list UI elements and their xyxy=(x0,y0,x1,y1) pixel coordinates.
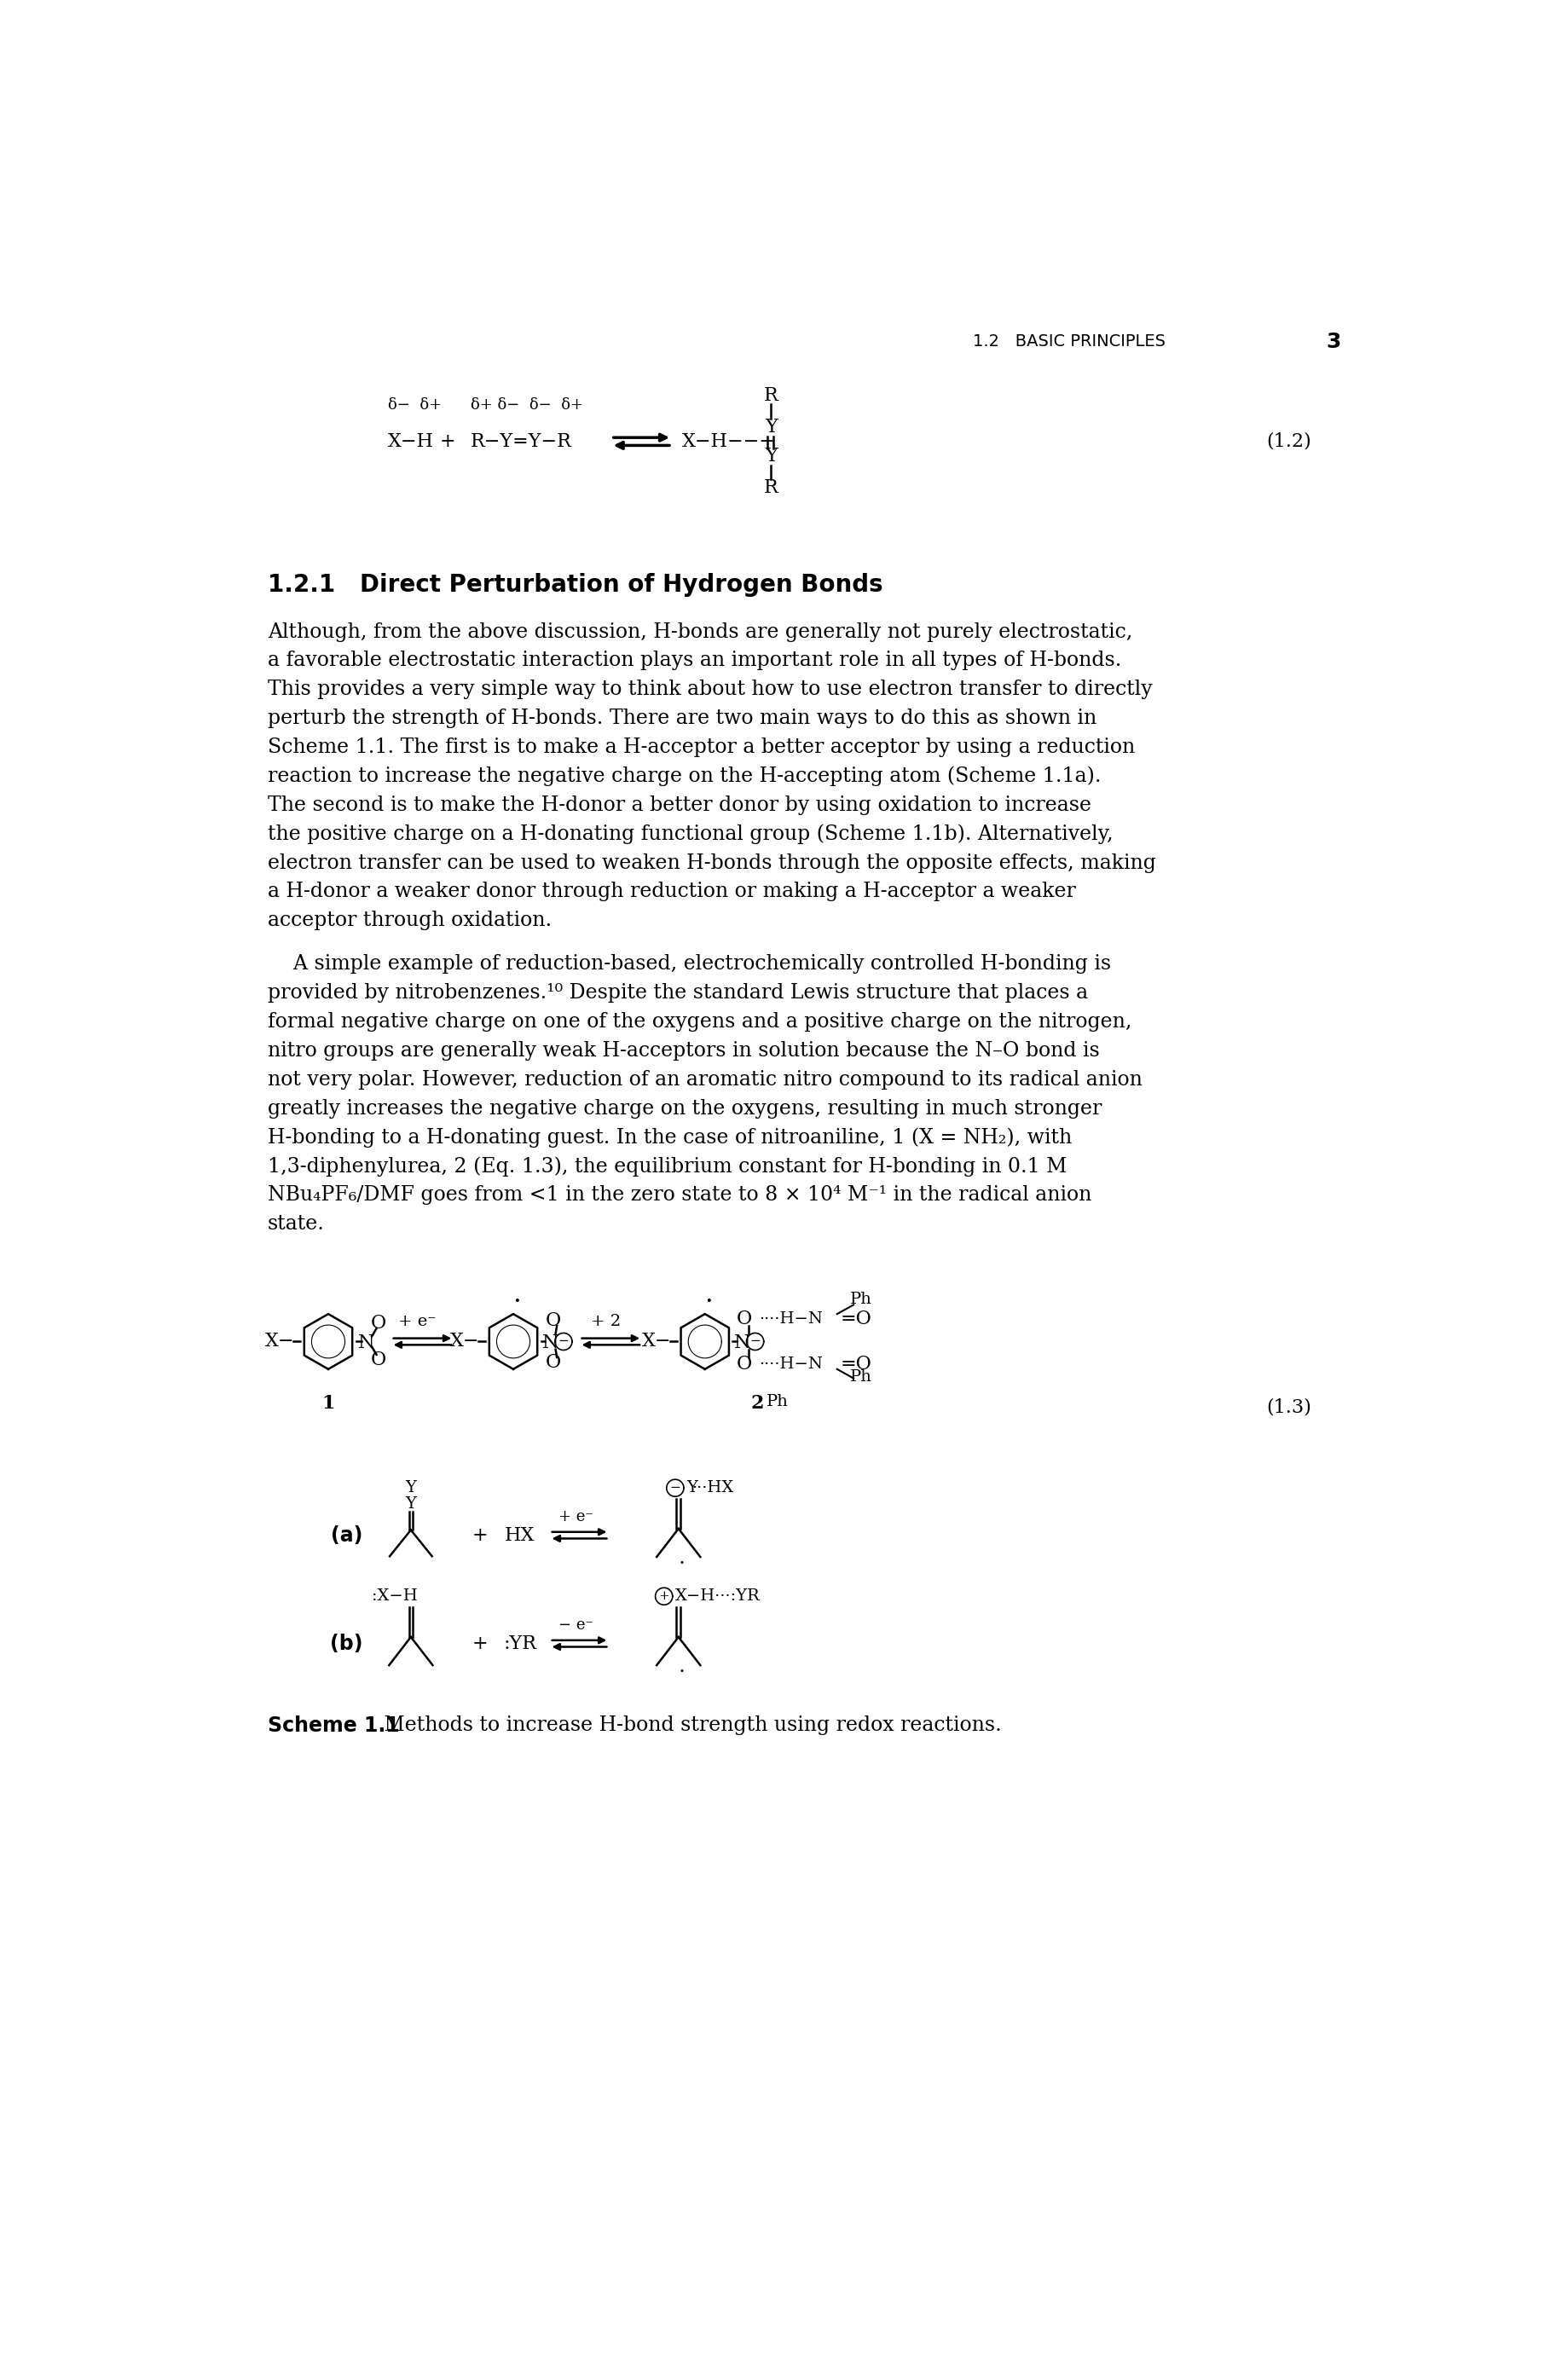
Text: (1.2): (1.2) xyxy=(1265,433,1311,452)
Text: A simple example of reduction-based, electrochemically controlled H-bonding is: A simple example of reduction-based, ele… xyxy=(267,953,1110,975)
Text: 1,3-diphenylurea, 2 (Eq. 1.3), the equilibrium constant for H-bonding in 0.1 M: 1,3-diphenylurea, 2 (Eq. 1.3), the equil… xyxy=(267,1157,1066,1176)
Text: X−: X− xyxy=(450,1332,480,1351)
Text: (a): (a) xyxy=(331,1526,362,1545)
Text: O: O xyxy=(370,1313,386,1332)
Text: +: + xyxy=(659,1590,670,1602)
Text: a favorable electrostatic interaction plays an important role in all types of H-: a favorable electrostatic interaction pl… xyxy=(267,651,1121,670)
Text: the positive charge on a H-donating functional group (Scheme 1.1b). Alternativel: the positive charge on a H-donating func… xyxy=(267,823,1112,845)
Text: O: O xyxy=(737,1353,753,1372)
Text: +: + xyxy=(472,1635,488,1654)
Text: X−H−−−: X−H−−− xyxy=(682,433,775,452)
Text: The second is to make the H-donor a better donor by using oxidation to increase: The second is to make the H-donor a bett… xyxy=(267,795,1090,814)
Text: −: − xyxy=(558,1334,569,1349)
Text: R: R xyxy=(764,386,778,405)
Text: O: O xyxy=(370,1351,386,1370)
Text: N: N xyxy=(734,1334,750,1353)
Text: perturb the strength of H-bonds. There are two main ways to do this as shown in: perturb the strength of H-bonds. There a… xyxy=(267,710,1096,729)
Text: (1.3): (1.3) xyxy=(1265,1398,1311,1417)
Text: N: N xyxy=(358,1334,375,1353)
Text: Y: Y xyxy=(405,1495,416,1512)
Text: 3: 3 xyxy=(1325,331,1341,353)
Text: X−H···:YR: X−H···:YR xyxy=(674,1588,760,1604)
Text: 1.2.1   Direct Perturbation of Hydrogen Bonds: 1.2.1 Direct Perturbation of Hydrogen Bo… xyxy=(267,573,883,596)
Text: reaction to increase the negative charge on the H-accepting atom (Scheme 1.1a).: reaction to increase the negative charge… xyxy=(267,767,1101,786)
Text: HX: HX xyxy=(505,1526,535,1545)
Text: O: O xyxy=(544,1353,560,1372)
Text: Y: Y xyxy=(405,1481,416,1495)
Text: ·: · xyxy=(513,1289,521,1315)
Text: =O: =O xyxy=(840,1353,872,1372)
Text: − e⁻: − e⁻ xyxy=(558,1618,593,1633)
Text: Y: Y xyxy=(764,447,776,466)
Text: nitro groups are generally weak H-acceptors in solution because the N–O bond is: nitro groups are generally weak H-accept… xyxy=(267,1041,1099,1060)
Text: ·: · xyxy=(704,1289,712,1315)
Text: ···HX: ···HX xyxy=(691,1481,734,1495)
Text: state.: state. xyxy=(267,1214,325,1233)
Text: +: + xyxy=(472,1526,488,1545)
Text: −: − xyxy=(670,1481,681,1493)
Text: :X−H: :X−H xyxy=(372,1588,417,1604)
Text: δ−  δ+: δ− δ+ xyxy=(387,397,441,414)
Text: 1: 1 xyxy=(321,1394,334,1413)
Text: =O: =O xyxy=(840,1311,872,1330)
Text: :YR: :YR xyxy=(503,1635,536,1654)
Text: N: N xyxy=(541,1334,558,1353)
Text: Although, from the above discussion, H-bonds are generally not purely electrosta: Although, from the above discussion, H-b… xyxy=(267,622,1132,641)
Text: ····H−N: ····H−N xyxy=(759,1356,823,1372)
Text: O: O xyxy=(737,1311,753,1330)
Text: This provides a very simple way to think about how to use electron transfer to d: This provides a very simple way to think… xyxy=(267,679,1151,700)
Text: 1.2   BASIC PRINCIPLES: 1.2 BASIC PRINCIPLES xyxy=(972,334,1165,350)
Text: formal negative charge on one of the oxygens and a positive charge on the nitrog: formal negative charge on one of the oxy… xyxy=(267,1013,1131,1032)
Text: Methods to increase H-bond strength using redox reactions.: Methods to increase H-bond strength usin… xyxy=(365,1715,1002,1734)
Text: X−: X− xyxy=(641,1332,671,1351)
Text: δ+ δ−  δ−  δ+: δ+ δ− δ− δ+ xyxy=(470,397,583,414)
Text: R: R xyxy=(764,478,778,497)
Text: Y: Y xyxy=(687,1481,698,1495)
Text: −: − xyxy=(750,1334,760,1349)
Text: ·: · xyxy=(677,1663,685,1682)
Text: a H-donor a weaker donor through reduction or making a H-acceptor a weaker: a H-donor a weaker donor through reducti… xyxy=(267,883,1076,901)
Text: acceptor through oxidation.: acceptor through oxidation. xyxy=(267,911,552,930)
Text: 2: 2 xyxy=(751,1394,764,1413)
Text: X−: X− xyxy=(265,1332,295,1351)
Text: Scheme 1.1. The first is to make a H-acceptor a better acceptor by using a reduc: Scheme 1.1. The first is to make a H-acc… xyxy=(267,738,1134,757)
Text: X−H: X−H xyxy=(387,433,433,452)
Text: greatly increases the negative charge on the oxygens, resulting in much stronger: greatly increases the negative charge on… xyxy=(267,1098,1101,1119)
Text: (b): (b) xyxy=(331,1633,362,1654)
Text: ·: · xyxy=(677,1554,685,1573)
Text: provided by nitrobenzenes.¹⁰ Despite the standard Lewis structure that places a: provided by nitrobenzenes.¹⁰ Despite the… xyxy=(267,984,1087,1003)
Text: NBu₄PF₆/DMF goes from <1 in the zero state to 8 × 10⁴ M⁻¹ in the radical anion: NBu₄PF₆/DMF goes from <1 in the zero sta… xyxy=(267,1185,1091,1204)
Text: not very polar. However, reduction of an aromatic nitro compound to its radical : not very polar. However, reduction of an… xyxy=(267,1069,1142,1088)
Text: + 2: + 2 xyxy=(591,1313,621,1330)
Text: Ph: Ph xyxy=(850,1370,872,1384)
Text: electron transfer can be used to weaken H-bonds through the opposite effects, ma: electron transfer can be used to weaken … xyxy=(267,854,1156,873)
Text: +: + xyxy=(439,433,455,452)
Text: R−Y=Y−R: R−Y=Y−R xyxy=(470,433,571,452)
Text: O: O xyxy=(544,1311,560,1330)
Text: Ph: Ph xyxy=(765,1394,789,1410)
Text: Y: Y xyxy=(764,419,776,435)
Text: H-bonding to a H-donating guest. In the case of nitroaniline, 1 (X = NH₂), with: H-bonding to a H-donating guest. In the … xyxy=(267,1129,1071,1148)
Text: + e⁻: + e⁻ xyxy=(558,1510,593,1524)
Text: Scheme 1.1: Scheme 1.1 xyxy=(267,1715,400,1737)
Text: + e⁻: + e⁻ xyxy=(398,1313,436,1330)
Text: ····H−N: ····H−N xyxy=(759,1311,823,1327)
Text: Ph: Ph xyxy=(850,1292,872,1308)
